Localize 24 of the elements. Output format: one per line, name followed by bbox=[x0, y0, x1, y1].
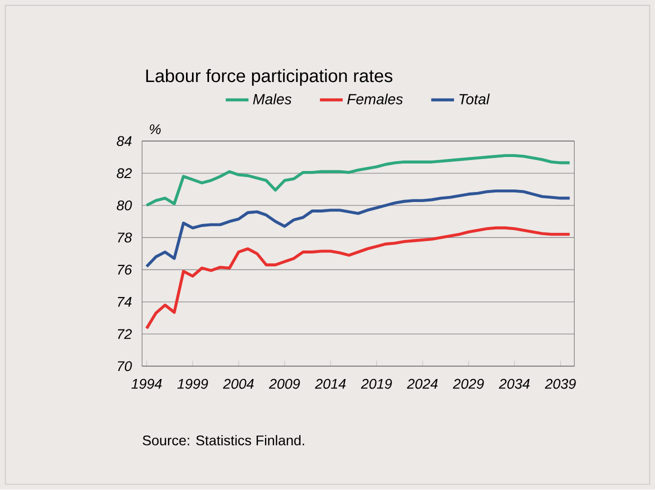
x-tick-label: 2029 bbox=[452, 379, 484, 390]
y-tick-label: 74 bbox=[118, 297, 132, 307]
source-note: Source: Statistics Finland. bbox=[142, 435, 304, 446]
x-tick-label: 2014 bbox=[314, 379, 346, 390]
y-tick-label: 78 bbox=[118, 232, 132, 243]
chart-title: Labour force participation rates bbox=[146, 69, 392, 86]
y-tick-label: 76 bbox=[118, 264, 132, 275]
x-tick-label: 2019 bbox=[360, 379, 392, 390]
y-axis-title: % bbox=[150, 124, 161, 134]
x-tick-label: 1994 bbox=[131, 379, 162, 390]
legend-label: Females bbox=[347, 94, 403, 105]
y-tick-label: 82 bbox=[116, 168, 132, 178]
y-tick-label: 80 bbox=[116, 200, 132, 211]
x-tick-label: 2004 bbox=[222, 379, 254, 390]
legend-label: Males bbox=[253, 94, 292, 105]
x-tick-label: 2024 bbox=[406, 379, 438, 390]
x-tick-label: 2034 bbox=[498, 379, 530, 390]
x-tick-label: 2009 bbox=[268, 379, 300, 390]
x-tick-label: 1999 bbox=[177, 379, 208, 390]
legend-label: Total bbox=[459, 94, 490, 105]
y-tick-label: 70 bbox=[118, 361, 132, 372]
y-tick-label: 84 bbox=[116, 136, 132, 146]
x-tick-label: 2039 bbox=[544, 379, 576, 390]
y-tick-label: 72 bbox=[118, 329, 132, 340]
